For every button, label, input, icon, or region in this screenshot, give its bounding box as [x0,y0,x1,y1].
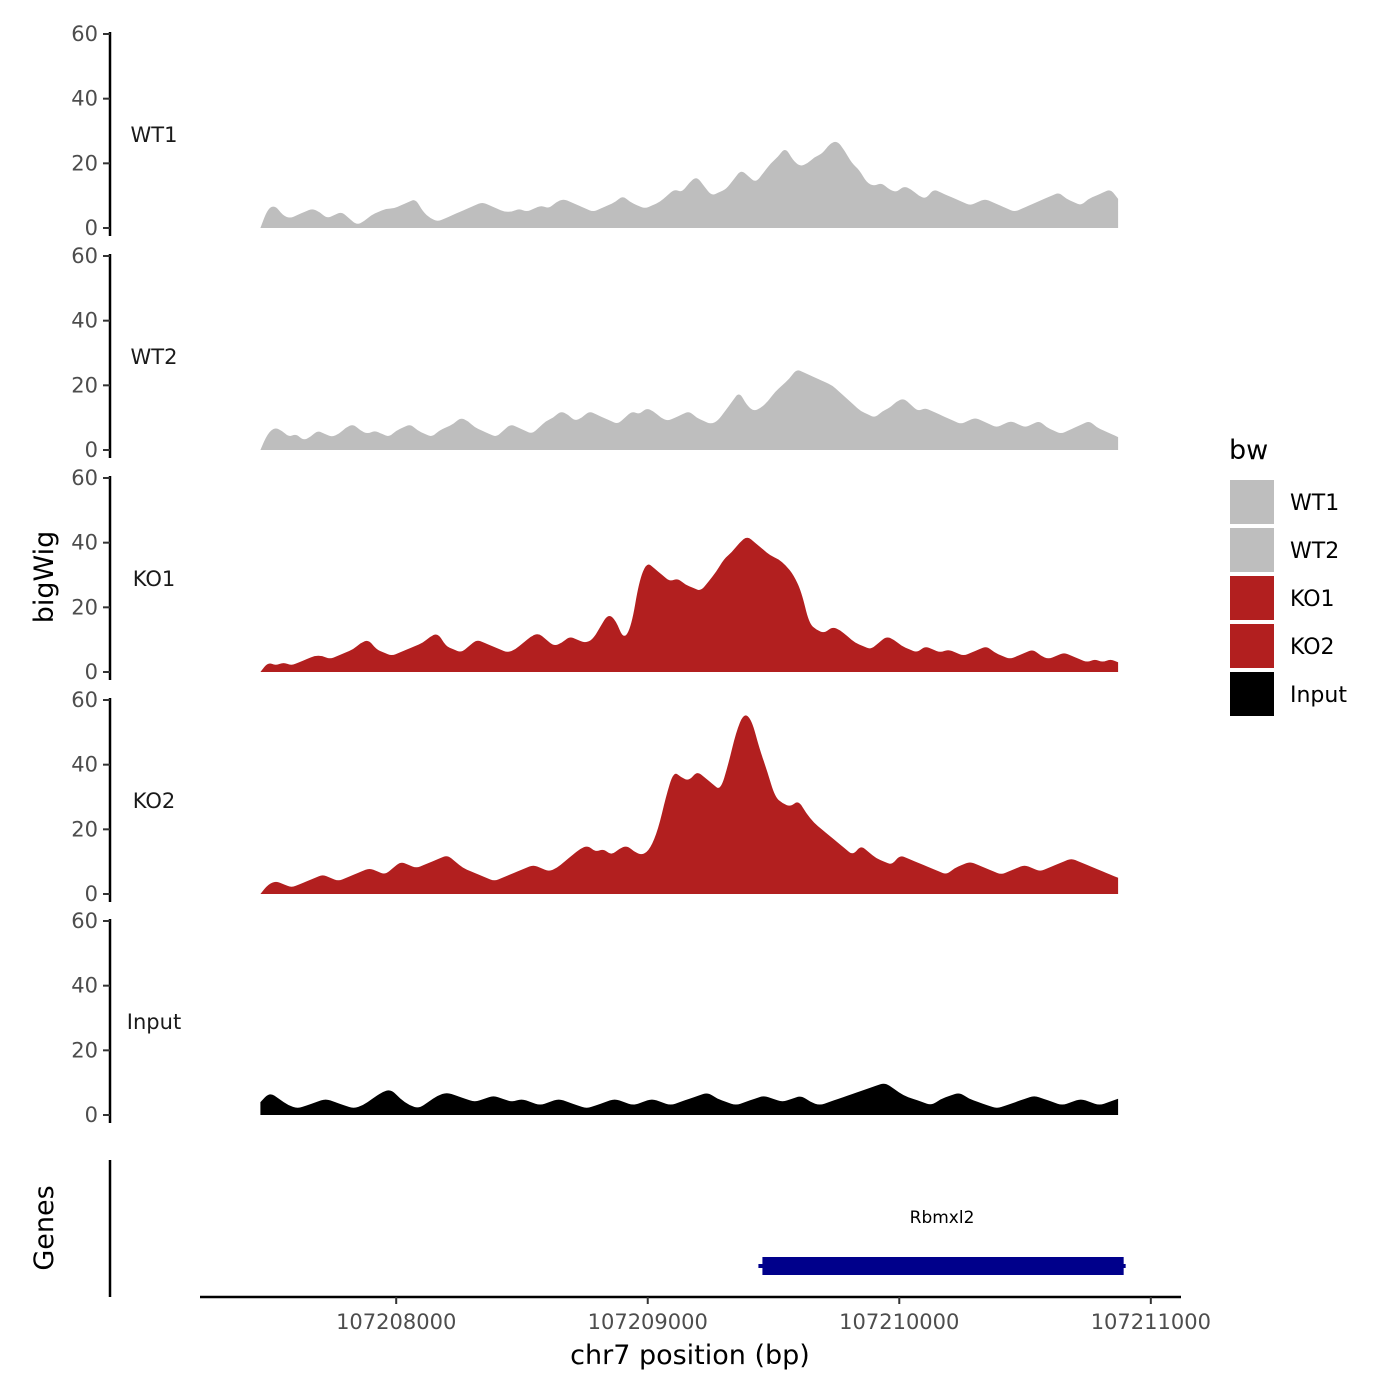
legend-entry-ko2: KO2 [1230,624,1335,668]
y-tick-label: 20 [71,817,98,841]
y-tick-label: 60 [71,466,98,490]
legend-swatch [1230,528,1274,572]
y-tick-label: 20 [71,373,98,397]
y-tick-label: 0 [85,882,98,906]
signal-area-input [260,1083,1119,1115]
track-label-wt1: WT1 [131,123,178,147]
genes-axis-title: Genes [29,1185,60,1270]
y-tick-label: 0 [85,216,98,240]
gene-label: Rbmxl2 [910,1208,975,1228]
track-ko2: 0 20 40 60 KO2 [71,688,1119,906]
track-label-ko1: KO1 [133,567,176,591]
track-label-wt2: WT2 [131,345,178,369]
legend-label: Input [1290,683,1347,708]
track-label-input: Input [127,1010,181,1034]
gene-rbmxl2: Rbmxl2 [758,1208,1126,1275]
legend-label: WT2 [1290,539,1339,564]
x-tick-label: 107211000 [1091,1310,1211,1334]
legend: bw WT1 WT2 KO1 KO2 Input [1229,435,1347,716]
y-tick-label: 0 [85,438,98,462]
x-tick-label: 107209000 [588,1310,708,1334]
y-tick-label: 20 [71,151,98,175]
y-tick-label: 40 [71,531,98,555]
legend-swatch [1230,480,1274,524]
y-tick-label: 40 [71,309,98,333]
y-tick-label: 40 [71,974,98,998]
y-tick-label: 20 [71,595,98,619]
y-tick-label: 40 [71,87,98,111]
y-tick-label: 60 [71,688,98,712]
y-tick-label: 60 [71,22,98,46]
x-axis: 107208000 107209000 107210000 107211000 [200,1295,1211,1334]
y-tick-label: 40 [71,753,98,777]
genes-panel: Rbmxl2 [108,1160,1126,1297]
y-tick-label: 60 [71,909,98,933]
legend-swatch [1230,672,1274,716]
legend-entry-ko1: KO1 [1230,576,1335,620]
y-axis-title: bigWig [29,531,60,624]
track-wt1: 0 20 40 60 WT1 [71,22,1119,240]
legend-label: WT1 [1290,491,1339,516]
signal-area-wt2 [260,370,1119,450]
legend-entry-input: Input [1230,672,1347,716]
signal-tracks: 0 20 40 60 WT1 0 20 40 60 WT2 0 20 40 60 KO1 0 20 40 60 KO2… [71,22,1119,1127]
track-ko1: 0 20 40 60 KO1 [71,466,1119,684]
x-tick-label: 107210000 [839,1310,959,1334]
legend-label: KO1 [1290,587,1335,612]
track-wt2: 0 20 40 60 WT2 [71,244,1119,462]
signal-area-ko1 [260,537,1119,672]
legend-label: KO2 [1290,635,1335,660]
legend-swatch [1230,576,1274,620]
legend-swatch [1230,624,1274,668]
signal-area-wt1 [260,141,1119,228]
x-axis-title: chr7 position (bp) [570,1340,810,1371]
y-tick-label: 0 [85,660,98,684]
legend-entry-wt2: WT2 [1230,528,1339,572]
y-tick-label: 0 [85,1103,98,1127]
track-input: 0 20 40 60 Input [71,909,1119,1127]
legend-title: bw [1229,435,1268,466]
x-tick-label: 107208000 [336,1310,456,1334]
y-tick-label: 60 [71,244,98,268]
track-label-ko2: KO2 [133,789,176,813]
legend-entry-wt1: WT1 [1230,480,1339,524]
signal-area-ko2 [260,715,1119,894]
y-tick-label: 20 [71,1038,98,1062]
